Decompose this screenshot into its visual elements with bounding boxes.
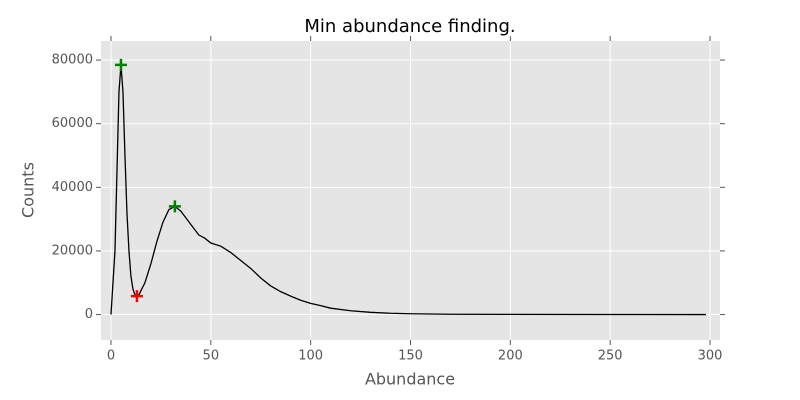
plus-marker [168,200,181,213]
y-tick-label: 0 [85,307,93,322]
plus-marker [130,290,143,303]
x-tick-label: 50 [203,349,220,364]
y-tick-label: 40000 [52,180,93,195]
x-tick-label: 100 [298,349,323,364]
x-tick-label: 300 [698,349,723,364]
x-tick-label: 150 [398,349,423,364]
x-tick-label: 200 [498,349,523,364]
y-tick-label: 60000 [52,116,93,131]
x-tick-label: 250 [598,349,623,364]
chart-title: Min abundance finding. [304,16,515,37]
y-axis-label: Counts [19,162,38,218]
x-tick-label: 0 [107,349,115,364]
y-tick-label: 20000 [52,243,93,258]
y-tick-label: 80000 [52,53,93,68]
x-axis-label: Abundance [365,370,455,389]
data-line [110,64,707,316]
plus-marker [114,58,127,71]
